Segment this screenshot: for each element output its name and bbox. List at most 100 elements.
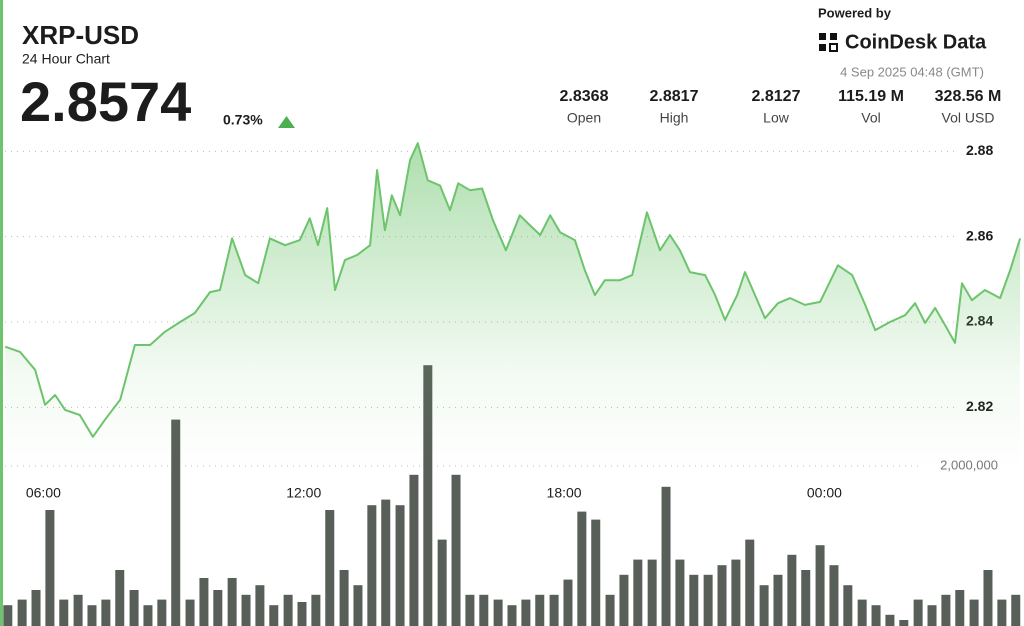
volume-bar [31, 590, 41, 626]
x-tick-label: 06:00 [26, 485, 61, 501]
volume-bar [675, 559, 685, 626]
volume-bar [423, 365, 433, 626]
x-tick-label: 18:00 [547, 485, 582, 501]
volume-bar [493, 599, 503, 626]
volume-bar [129, 590, 139, 626]
powered-by: Powered by [818, 5, 892, 20]
volume-bar [913, 599, 923, 626]
x-tick-label: 12:00 [286, 485, 321, 501]
volume-bar [829, 565, 839, 626]
volume-bar [381, 499, 391, 626]
volume-bar [591, 519, 601, 626]
volume-bar [759, 585, 769, 626]
volume-bar [857, 599, 867, 626]
volume-bar [241, 594, 251, 626]
volume-bar [717, 565, 727, 626]
volume-bar [199, 578, 209, 626]
volume-bar [451, 474, 461, 626]
volume-bar [465, 594, 475, 626]
volume-bar [787, 554, 797, 626]
volume-bar [73, 594, 83, 626]
stat-value: 328.56 M [935, 88, 1002, 105]
volume-bar [647, 559, 657, 626]
x-tick-label: 00:00 [807, 485, 842, 501]
brand-logo [819, 33, 838, 52]
volume-bar [871, 605, 881, 626]
volume-bar [87, 605, 97, 626]
volume-bar [773, 574, 783, 626]
volume-bar [325, 510, 335, 626]
volume-bar [549, 594, 559, 626]
brand: CoinDesk Data [845, 31, 987, 53]
volume-bar [927, 605, 937, 626]
stat-label: Vol USD [942, 110, 995, 126]
volume-bar [45, 510, 55, 626]
subtitle: 24 Hour Chart [22, 51, 110, 67]
stat-label: Open [567, 110, 601, 126]
volume-bar [395, 505, 405, 626]
volume-bar [339, 570, 349, 626]
volume-bar [983, 570, 993, 626]
volume-bar [227, 578, 237, 626]
price-line [4, 142, 1022, 438]
volume-bar [703, 574, 713, 626]
volume-bar [297, 602, 307, 626]
volume-bar [283, 594, 293, 626]
volume-bar [185, 599, 195, 626]
volume-bar [969, 599, 979, 626]
stat-value: 2.8127 [752, 88, 801, 105]
volume-bar [437, 539, 447, 626]
volume-bar [815, 545, 825, 626]
volume-bar [535, 594, 545, 626]
volume-bar [997, 599, 1007, 626]
y-tick-label: 2.88 [966, 142, 993, 158]
stat-label: Vol [861, 110, 880, 126]
volume-bar [409, 474, 419, 626]
volume-bar [255, 585, 265, 626]
volume-bar [843, 585, 853, 626]
volume-bar [941, 594, 951, 626]
stat-label: Low [763, 110, 790, 126]
plot-area: 2.822.842.862.882,000,00006:0012:0018:00… [3, 142, 1022, 626]
stat-value: 115.19 M [838, 88, 904, 105]
volume-bar [59, 599, 69, 626]
volume-bar [745, 539, 755, 626]
volume-bar [899, 620, 909, 626]
volume-bar [577, 511, 587, 626]
volume-bar [479, 594, 489, 626]
volume-bar [605, 594, 615, 626]
volume-bar [633, 559, 643, 626]
volume-bar [619, 574, 629, 626]
stats: 2.8368 Open 2.8817 High 2.8127 Low 115.19 M Vol… [560, 88, 1002, 125]
stat-value: 2.8368 [560, 88, 609, 105]
volume-bar [367, 505, 377, 626]
y-tick-label: 2.86 [966, 227, 993, 243]
price-area [5, 143, 1021, 472]
volume-bar [311, 594, 321, 626]
stat-label: High [660, 110, 689, 126]
volume-bar [507, 605, 517, 626]
stat-value: 2.8817 [650, 88, 699, 105]
volume-bar [171, 419, 181, 626]
volume-bar [1011, 594, 1021, 626]
volume-bar [101, 599, 111, 626]
volume-bar [157, 599, 167, 626]
change: 0.73% [223, 112, 263, 128]
volume-bar [115, 570, 125, 626]
volume-bar [521, 599, 531, 626]
volume-bar [661, 486, 671, 626]
title: XRP-USD [22, 20, 139, 50]
volume-bar [353, 585, 363, 626]
up-arrow [278, 116, 295, 128]
price: 2.8574 [20, 70, 191, 133]
volume-bar [213, 590, 223, 626]
volume-bar [885, 614, 895, 626]
volume-bar [801, 570, 811, 626]
volume-bar [731, 559, 741, 626]
volume-bar [3, 605, 13, 626]
volume-bar [689, 574, 699, 626]
volume-bar [17, 599, 27, 626]
volume-bar [143, 605, 153, 626]
